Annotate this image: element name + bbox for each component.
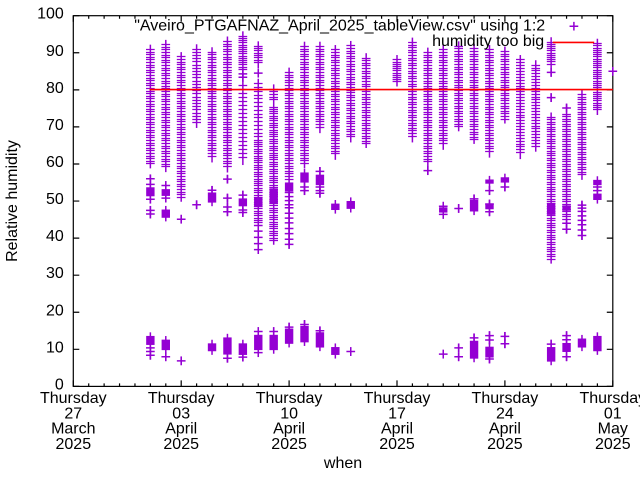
svg-text:40: 40 xyxy=(46,228,64,245)
svg-text:Thursday: Thursday xyxy=(256,390,323,407)
svg-text:80: 80 xyxy=(46,80,64,97)
svg-text:10: 10 xyxy=(280,405,298,422)
svg-text:70: 70 xyxy=(46,117,64,134)
svg-text:"Aveiro_PTGAFNAZ_April_2025_ta: "Aveiro_PTGAFNAZ_April_2025_tableView.cs… xyxy=(134,18,545,35)
svg-text:Thursday: Thursday xyxy=(472,390,539,407)
svg-text:50: 50 xyxy=(46,191,64,208)
svg-text:10: 10 xyxy=(46,339,64,356)
svg-text:17: 17 xyxy=(388,405,406,422)
svg-text:30: 30 xyxy=(46,265,64,282)
svg-text:May: May xyxy=(598,421,628,438)
svg-text:0: 0 xyxy=(55,376,64,393)
svg-text:April: April xyxy=(165,421,197,438)
svg-text:when: when xyxy=(323,455,362,472)
svg-text:Thursday: Thursday xyxy=(579,390,640,407)
svg-text:April: April xyxy=(273,421,305,438)
svg-text:2025: 2025 xyxy=(595,436,631,453)
svg-text:2025: 2025 xyxy=(379,436,415,453)
svg-text:100: 100 xyxy=(37,6,64,23)
svg-text:April: April xyxy=(381,421,413,438)
svg-text:24: 24 xyxy=(496,405,514,422)
svg-text:03: 03 xyxy=(172,405,190,422)
svg-text:March: March xyxy=(51,421,95,438)
svg-text:Relative humidity: Relative humidity xyxy=(4,140,21,262)
svg-text:01: 01 xyxy=(604,405,622,422)
svg-text:2025: 2025 xyxy=(56,436,92,453)
svg-text:20: 20 xyxy=(46,302,64,319)
svg-text:April: April xyxy=(489,421,521,438)
svg-text:60: 60 xyxy=(46,154,64,171)
svg-text:2025: 2025 xyxy=(271,436,307,453)
svg-text:90: 90 xyxy=(46,43,64,60)
svg-text:Thursday: Thursday xyxy=(148,390,215,407)
svg-text:27: 27 xyxy=(64,405,82,422)
svg-text:humidity too big: humidity too big xyxy=(432,33,544,50)
svg-text:Thursday: Thursday xyxy=(364,390,431,407)
svg-text:Thursday: Thursday xyxy=(40,390,107,407)
svg-text:2025: 2025 xyxy=(487,436,523,453)
svg-text:2025: 2025 xyxy=(163,436,199,453)
